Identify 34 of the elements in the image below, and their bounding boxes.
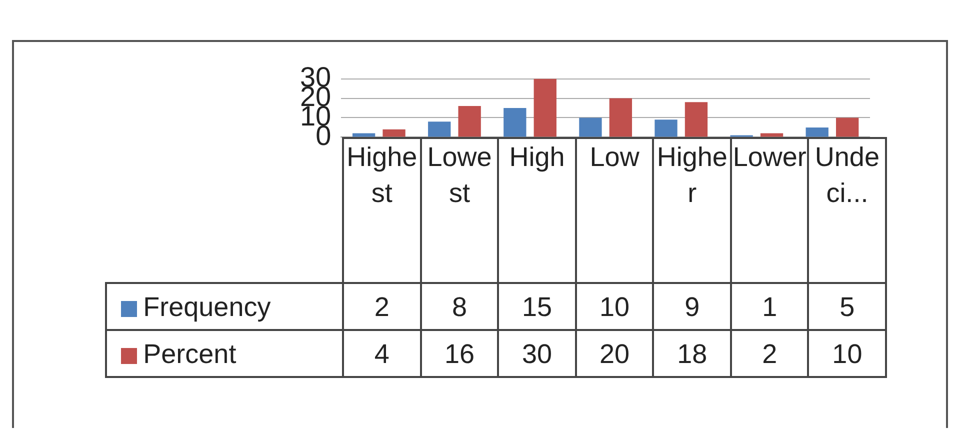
- data-label: 4: [343, 330, 421, 378]
- bar: [836, 118, 859, 137]
- bar: [534, 78, 556, 137]
- legend-label: Frequency: [106, 283, 344, 330]
- data-label: 8: [420, 283, 498, 330]
- data-label: 10: [808, 330, 886, 378]
- data-label: 18: [653, 330, 731, 378]
- data-label: 20: [576, 330, 654, 378]
- x-tick-label: Highest: [343, 138, 421, 284]
- bar: [654, 120, 678, 137]
- data-label: 2: [730, 330, 808, 378]
- data-label: 9: [653, 283, 731, 330]
- legend-label: Percent: [106, 330, 344, 378]
- bar: [458, 106, 481, 137]
- bar: [504, 108, 526, 137]
- data-label: 15: [498, 283, 576, 330]
- data-label: 10: [576, 283, 654, 330]
- data-label: 1: [730, 283, 808, 330]
- bar: [806, 127, 828, 137]
- data-label: 16: [420, 330, 498, 378]
- data-label: 30: [498, 330, 576, 378]
- data-label: 2: [343, 283, 421, 330]
- bar: [428, 122, 451, 137]
- bar: [382, 129, 406, 137]
- x-tick-label: Lowest: [420, 138, 498, 284]
- bar: [609, 98, 632, 137]
- bar: [684, 102, 708, 137]
- x-tick-label: Undeci...: [808, 138, 886, 284]
- x-tick-label: Higher: [653, 138, 731, 284]
- x-tick-label: Lower: [730, 138, 808, 284]
- x-tick-label: High: [498, 138, 576, 284]
- bar: [579, 118, 602, 137]
- data-label: 5: [808, 283, 886, 330]
- x-tick-label: Low: [576, 138, 654, 284]
